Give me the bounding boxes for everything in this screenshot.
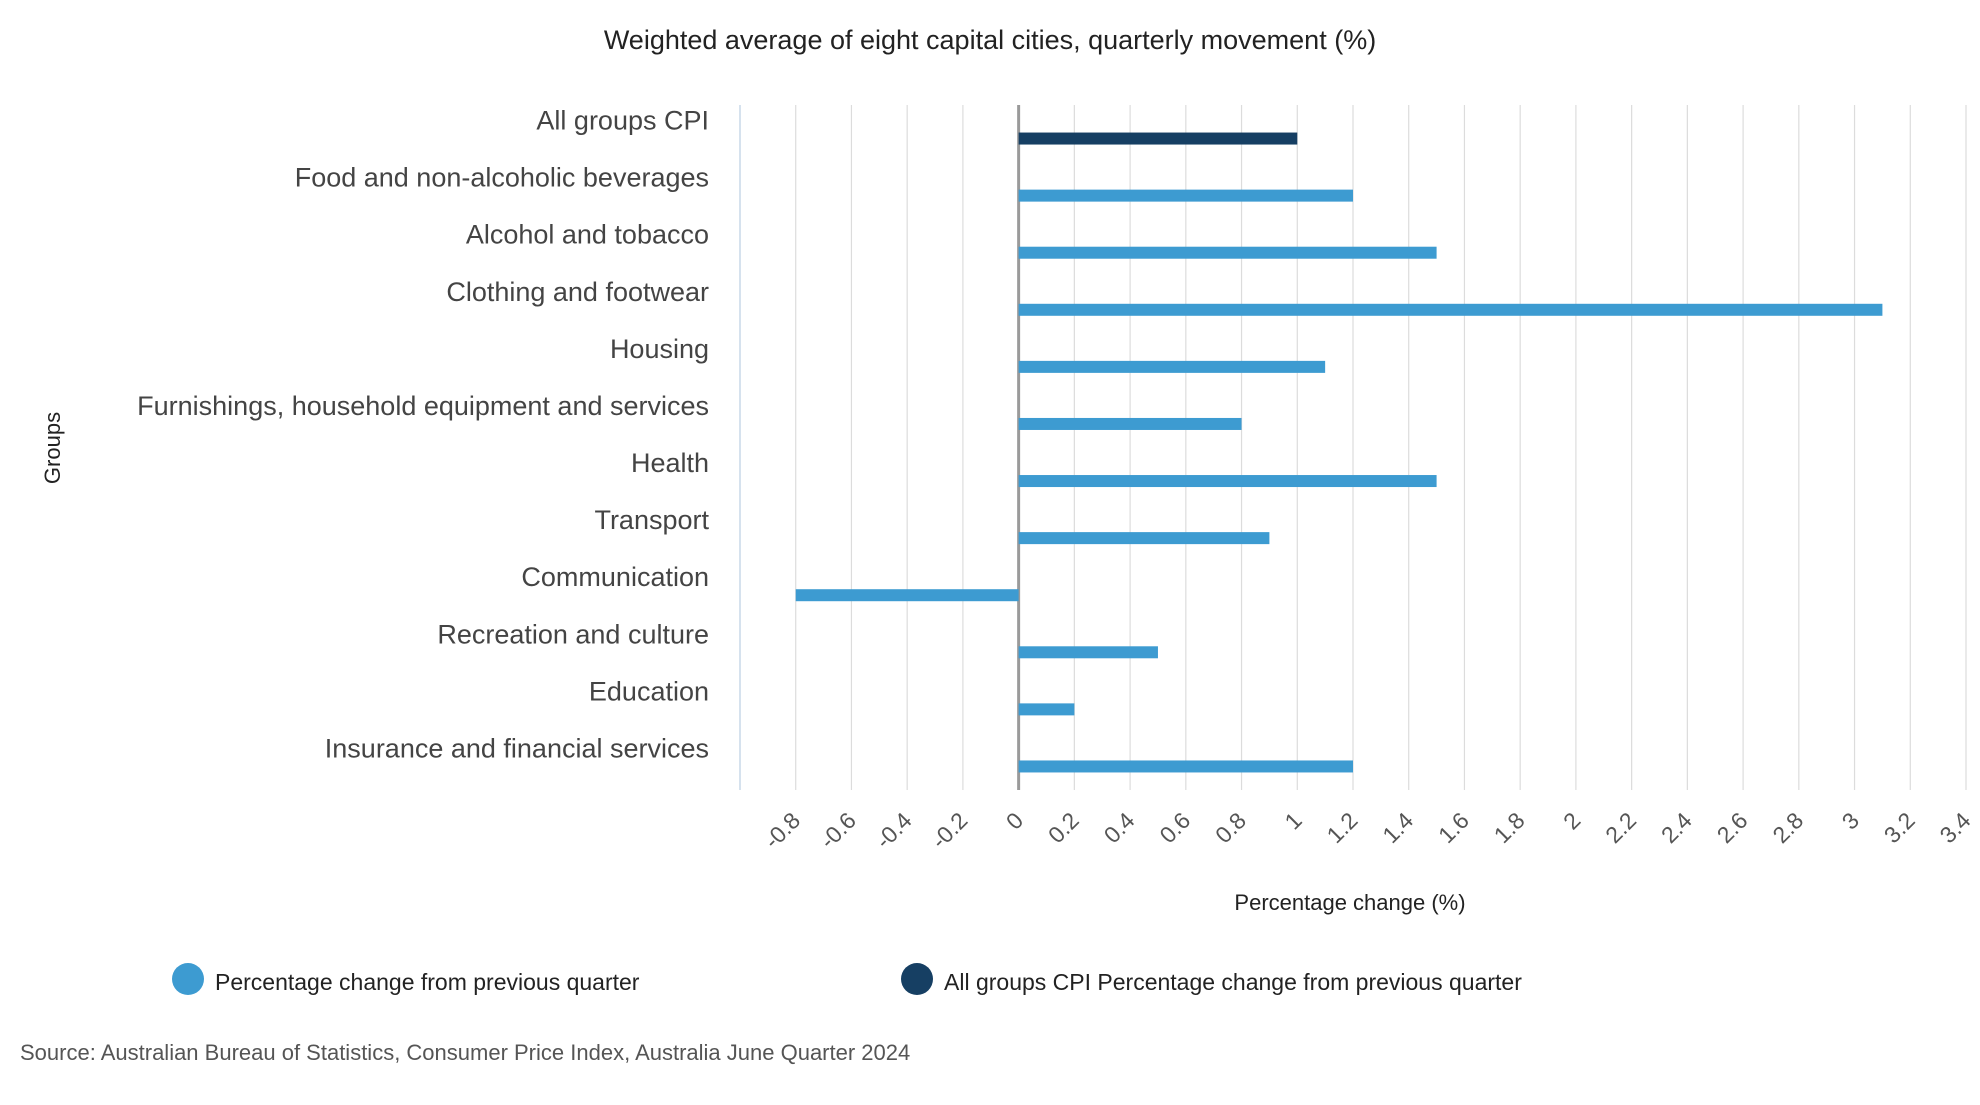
bar-percentage-change [1018,646,1158,659]
x-tick-label: 1.8 [1489,807,1530,848]
x-tick-label: -0.2 [926,807,972,853]
x-tick-label: 1.4 [1377,807,1418,848]
bar-percentage-change [1018,760,1353,773]
category-label: Transport [594,505,709,535]
x-tick-label: 0.2 [1043,807,1084,848]
category-label: Education [589,676,709,706]
category-label: Alcohol and tobacco [466,220,709,250]
category-label: Housing [610,334,709,364]
x-tick-label: 2.6 [1712,807,1753,848]
x-tick-label: 2 [1558,807,1585,834]
bar-percentage-change [1018,246,1437,259]
bar-percentage-change [1018,360,1326,373]
x-tick-label: 0.6 [1154,807,1195,848]
category-label: Insurance and financial services [325,733,709,763]
x-tick-label: 0.4 [1099,807,1140,848]
x-tick-label: 0.8 [1210,807,1251,848]
x-tick-label: 1.2 [1322,807,1363,848]
legend-marker [901,963,933,995]
x-tick-label: -0.6 [815,807,861,853]
x-tick-label: 0 [1001,807,1028,834]
legend-label: Percentage change from previous quarter [215,969,640,995]
category-label: Recreation and culture [437,619,709,649]
bar-percentage-change [1018,417,1242,430]
bar-percentage-change [1018,703,1075,716]
chart-title: Weighted average of eight capital cities… [604,25,1376,55]
category-label: All groups CPI [536,106,709,136]
x-tick-label: 3.4 [1935,807,1976,848]
legend-label: All groups CPI Percentage change from pr… [944,969,1522,995]
x-tick-label: 1 [1279,807,1306,834]
legend-marker [172,963,204,995]
bar-percentage-change [1018,303,1883,316]
bar-all-groups-cpi [1018,132,1298,145]
bar-percentage-change [1018,475,1437,488]
bar-percentage-change [1018,532,1270,545]
y-axis-title: Groups [40,412,65,484]
x-tick-label: -0.8 [759,807,805,853]
category-label: Food and non-alcoholic beverages [295,163,709,193]
bar-percentage-change [1018,189,1353,202]
x-axis-title: Percentage change (%) [1234,890,1465,915]
x-tick-label: 3.2 [1879,807,1920,848]
source-note: Source: Australian Bureau of Statistics,… [20,1040,911,1065]
x-tick-label: 2.8 [1767,807,1808,848]
x-tick-label: 2.2 [1600,807,1641,848]
x-tick-label: -0.4 [870,807,917,854]
x-tick-label: 2.4 [1656,807,1697,848]
category-label: Clothing and footwear [446,277,709,307]
category-label: Furnishings, household equipment and ser… [137,391,709,421]
bar-percentage-change [795,589,1019,602]
category-label: Communication [521,562,709,592]
category-label: Health [631,448,709,478]
x-tick-label: 1.6 [1433,807,1474,848]
x-tick-label: 3 [1837,807,1864,834]
